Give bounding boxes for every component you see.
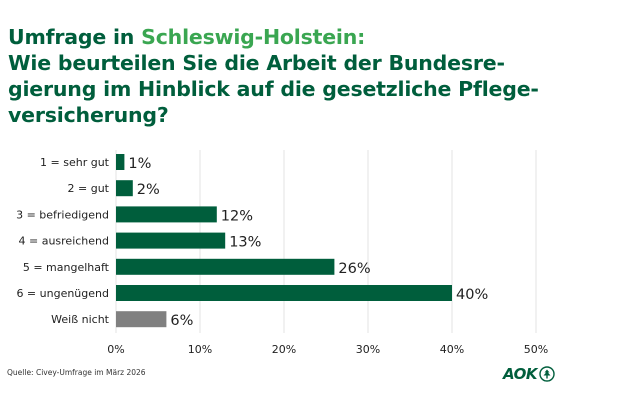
- category-label: 6 = ungenügend: [16, 287, 109, 300]
- aok-logo: AOK: [503, 365, 555, 383]
- bar: [116, 154, 125, 170]
- category-label: 1 = sehr gut: [40, 156, 110, 169]
- value-label: 13%: [229, 235, 261, 251]
- bar: [116, 258, 335, 275]
- value-label: 2%: [137, 182, 160, 198]
- bar: [116, 232, 226, 249]
- bar: [116, 311, 167, 328]
- category-label: Weiß nicht: [51, 313, 110, 326]
- category-label: 5 = mangelhaft: [23, 261, 110, 274]
- source-note: Quelle: Civey-Umfrage im März 2026: [7, 368, 146, 377]
- title-line-1: Umfrage in Schleswig-Holstein:: [8, 24, 623, 50]
- bar: [116, 206, 217, 223]
- tree-icon: [539, 366, 555, 382]
- x-tick-label: 0%: [107, 343, 124, 356]
- logo-text: AOK: [503, 365, 538, 383]
- title-line-3: gierung im Hinblick auf die gesetzliche …: [8, 77, 539, 101]
- x-tick-label: 30%: [356, 343, 380, 356]
- value-label: 26%: [338, 261, 370, 277]
- title-highlight: Schleswig-Holstein:: [141, 25, 366, 49]
- category-label: 2 = gut: [68, 182, 110, 195]
- value-label: 1%: [128, 156, 151, 172]
- title-prefix: Umfrage in: [8, 25, 142, 49]
- x-tick-label: 40%: [440, 343, 464, 356]
- value-label: 40%: [456, 287, 488, 303]
- category-label: 4 = ausreichend: [19, 235, 110, 248]
- title-line-2: Wie beurteilen Sie die Arbeit der Bundes…: [8, 51, 505, 75]
- title-line-4: versicherung?: [8, 103, 169, 127]
- chart-title: Umfrage in Schleswig-Holstein: Wie beurt…: [8, 24, 623, 128]
- value-label: 12%: [221, 208, 253, 224]
- x-tick-label: 20%: [272, 343, 296, 356]
- bar: [116, 285, 452, 301]
- value-label: 6%: [170, 313, 193, 329]
- x-tick-label: 10%: [188, 343, 212, 356]
- x-tick-label: 50%: [524, 343, 548, 356]
- bar: [116, 180, 133, 197]
- category-label: 3 = befriedigend: [16, 208, 109, 221]
